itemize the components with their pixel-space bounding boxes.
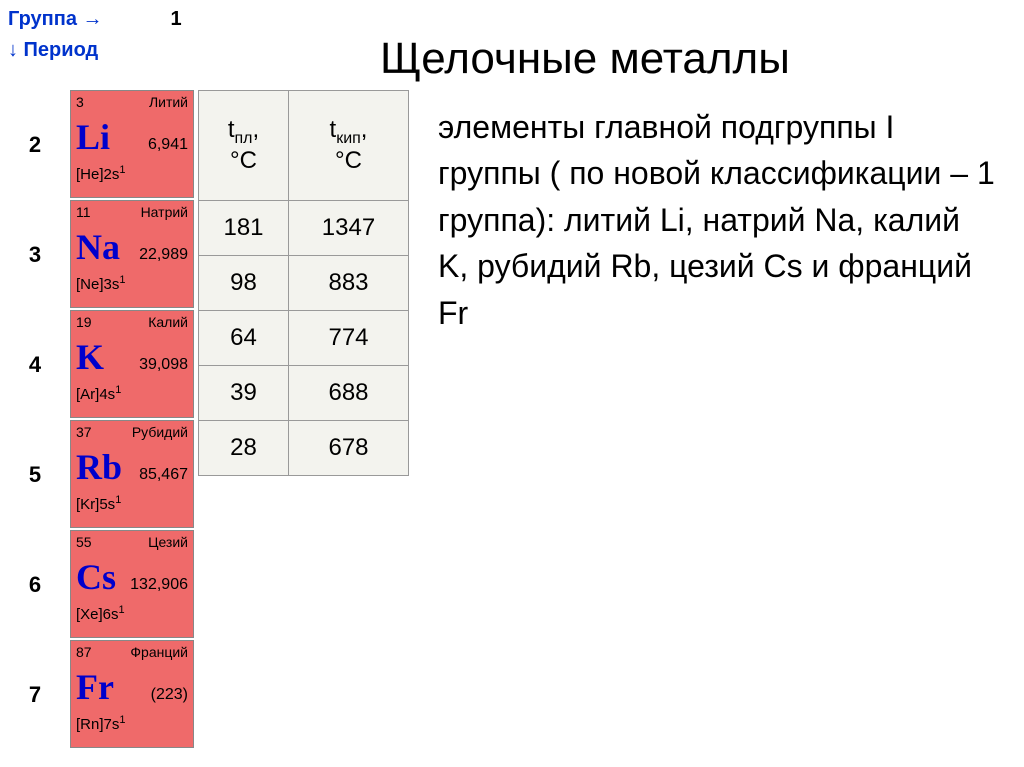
element-symbol: Cs xyxy=(76,556,116,598)
table-row: 64774 xyxy=(199,311,409,366)
group-number: 1 xyxy=(171,8,182,31)
atomic-mass: 22,989 xyxy=(139,246,188,264)
atomic-mass: 132,906 xyxy=(130,576,188,594)
electron-config: [Xe]6s1 xyxy=(76,604,188,623)
atomic-mass: 6,941 xyxy=(148,136,188,154)
element-name: Цезий xyxy=(148,534,188,550)
table-row: 1811347 xyxy=(199,201,409,256)
electron-config: [He]2s1 xyxy=(76,164,188,183)
header-row: Группа → 1 xyxy=(0,0,1024,35)
elements-column: 3 Литий Li 6,941 [He]2s1 11 Натрий Na 22,989… xyxy=(70,90,194,748)
atomic-number: 3 xyxy=(76,94,84,110)
atomic-mass: 85,467 xyxy=(139,466,188,484)
tpl-cell: 181 xyxy=(199,201,289,256)
table-row: 39688 xyxy=(199,366,409,421)
atomic-mass: (223) xyxy=(151,686,188,704)
electron-config: [Kr]5s1 xyxy=(76,494,188,513)
table-row: 28678 xyxy=(199,421,409,476)
period-3: 3 xyxy=(0,200,70,310)
period-7: 7 xyxy=(0,640,70,750)
periods-column: 2 3 4 5 6 7 xyxy=(0,90,70,750)
period-4: 4 xyxy=(0,310,70,420)
element-fr: 87 Франций Fr (223) [Rn]7s1 xyxy=(70,640,194,748)
element-k: 19 Калий K 39,098 [Ar]4s1 xyxy=(70,310,194,418)
tkip-cell: 688 xyxy=(289,366,409,421)
element-symbol: Rb xyxy=(76,446,122,488)
tpl-cell: 39 xyxy=(199,366,289,421)
element-cs: 55 Цезий Cs 132,906 [Xe]6s1 xyxy=(70,530,194,638)
group-label: Группа → xyxy=(8,8,103,31)
body-text: элементы главной подгруппы I группы ( по… xyxy=(438,104,998,336)
main-layout: 2 3 4 5 6 7 3 Литий Li 6,941 [He]2s1 11 Нат… xyxy=(0,90,409,750)
period-6: 6 xyxy=(0,530,70,640)
properties-table: tпл, °C tкип, °C 1811347 98883 64774 396… xyxy=(198,90,409,476)
tkip-cell: 1347 xyxy=(289,201,409,256)
period-2: 2 xyxy=(0,90,70,200)
tpl-cell: 98 xyxy=(199,256,289,311)
period-5: 5 xyxy=(0,420,70,530)
col-melting-header: tпл, °C xyxy=(199,91,289,201)
element-name: Натрий xyxy=(141,204,188,220)
electron-config: [Ne]3s1 xyxy=(76,274,188,293)
element-symbol: Na xyxy=(76,226,120,268)
atomic-number: 55 xyxy=(76,534,92,550)
atomic-number: 87 xyxy=(76,644,92,660)
page-title: Щелочные металлы xyxy=(380,34,790,84)
element-na: 11 Натрий Na 22,989 [Ne]3s1 xyxy=(70,200,194,308)
element-symbol: K xyxy=(76,336,104,378)
electron-config: [Rn]7s1 xyxy=(76,714,188,733)
element-name: Франций xyxy=(130,644,188,660)
tpl-cell: 28 xyxy=(199,421,289,476)
electron-config: [Ar]4s1 xyxy=(76,384,188,403)
element-name: Рубидий xyxy=(132,424,188,440)
element-symbol: Li xyxy=(76,116,110,158)
tkip-cell: 678 xyxy=(289,421,409,476)
element-rb: 37 Рубидий Rb 85,467 [Kr]5s1 xyxy=(70,420,194,528)
tkip-cell: 774 xyxy=(289,311,409,366)
atomic-mass: 39,098 xyxy=(139,356,188,374)
tpl-cell: 64 xyxy=(199,311,289,366)
element-name: Калий xyxy=(148,314,188,330)
element-symbol: Fr xyxy=(76,666,114,708)
atomic-number: 11 xyxy=(76,204,91,220)
atomic-number: 19 xyxy=(76,314,92,330)
tkip-cell: 883 xyxy=(289,256,409,311)
table-row: 98883 xyxy=(199,256,409,311)
element-li: 3 Литий Li 6,941 [He]2s1 xyxy=(70,90,194,198)
col-boiling-header: tкип, °C xyxy=(289,91,409,201)
atomic-number: 37 xyxy=(76,424,92,440)
element-name: Литий xyxy=(149,94,188,110)
